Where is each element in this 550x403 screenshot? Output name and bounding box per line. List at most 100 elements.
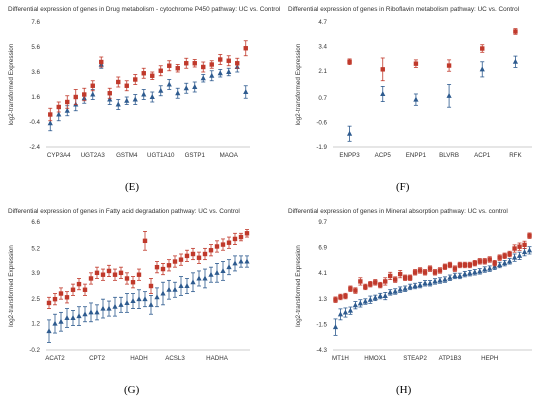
y-tick-label: 2.1 <box>318 68 327 75</box>
uc-point <box>507 251 512 257</box>
y-tick-label: 5.2 <box>31 245 40 252</box>
uc-point <box>148 283 154 289</box>
control-point <box>512 58 519 64</box>
uc-point <box>48 112 53 117</box>
x-tick-label: MAOA <box>220 152 239 159</box>
control-point <box>442 276 448 282</box>
uc-point <box>427 266 433 271</box>
uc-point <box>380 67 385 72</box>
uc-point <box>437 268 443 273</box>
uc-point <box>462 262 468 268</box>
uc-point <box>517 244 522 249</box>
uc-point <box>467 262 473 268</box>
control-point <box>479 66 485 72</box>
control-point <box>432 278 438 284</box>
control-point <box>392 288 398 294</box>
uc-point <box>487 257 492 262</box>
uc-point <box>160 266 166 272</box>
y-tick-label: 3.9 <box>31 270 40 277</box>
uc-point <box>124 276 130 281</box>
uc-point <box>513 29 518 34</box>
control-point <box>90 91 96 97</box>
control-point <box>377 293 383 299</box>
y-tick-label: -1.5 <box>316 321 327 328</box>
y-tick-label: 5.6 <box>31 44 40 51</box>
control-point <box>382 293 388 299</box>
y-tick-label: -0.2 <box>29 347 40 354</box>
uc-point <box>130 280 136 285</box>
control-point <box>192 84 198 89</box>
control-point <box>166 286 172 292</box>
control-point <box>172 286 178 292</box>
y-axis-label: log2-transformed Expression <box>8 43 15 125</box>
control-point <box>346 130 353 136</box>
uc-point <box>136 272 142 277</box>
uc-point <box>133 77 138 82</box>
chart-panel-3: Differential expression of genes in Mine… <box>288 208 533 362</box>
uc-point <box>90 83 95 88</box>
control-point <box>118 301 124 307</box>
uc-point <box>112 272 118 277</box>
uc-point <box>452 266 458 271</box>
uc-point <box>76 281 82 287</box>
control-point <box>136 296 142 302</box>
control-point <box>166 81 172 87</box>
uc-point <box>184 253 190 259</box>
control-point <box>100 305 106 311</box>
uc-point <box>238 234 244 240</box>
control-point <box>497 261 503 267</box>
y-tick-label: 9.7 <box>318 219 327 226</box>
control-point <box>160 290 166 296</box>
control-point <box>196 275 202 281</box>
chart-title: Differential expression of genes in Mine… <box>288 208 508 215</box>
control-point <box>56 111 62 117</box>
uc-point <box>82 92 87 97</box>
uc-point <box>65 99 70 105</box>
uc-point <box>73 94 78 100</box>
uc-point <box>480 46 485 51</box>
uc-point <box>502 253 507 259</box>
control-point <box>200 75 206 81</box>
uc-point <box>88 276 94 281</box>
control-point <box>347 307 354 313</box>
control-point <box>208 271 214 277</box>
control-point <box>457 272 463 278</box>
uc-point <box>522 242 527 248</box>
uc-point <box>353 288 358 293</box>
uc-point <box>482 259 487 264</box>
uc-point <box>392 277 398 282</box>
uc-point <box>232 236 238 242</box>
uc-point <box>158 68 163 73</box>
control-point <box>397 286 403 292</box>
control-point <box>452 272 458 278</box>
panel-label-e: (E) <box>125 181 140 193</box>
uc-point <box>184 61 189 66</box>
uc-point <box>142 238 148 244</box>
x-tick-label: HMOX1 <box>364 355 387 362</box>
y-tick-label: 1.6 <box>31 94 40 101</box>
control-point <box>402 285 408 291</box>
uc-point <box>388 273 393 279</box>
chart-title: Differential expression of genes in Drug… <box>8 6 280 13</box>
uc-point <box>343 293 348 299</box>
chart-panel-2: Differential expression of genes in Fatt… <box>8 208 250 362</box>
uc-point <box>333 297 338 302</box>
uc-point <box>348 286 353 291</box>
x-tick-label: MT1H <box>332 355 349 362</box>
control-point <box>427 280 433 286</box>
y-axis-label: log2-transformed Expression <box>295 245 302 327</box>
uc-point <box>196 255 202 260</box>
control-point <box>76 313 82 319</box>
x-tick-label: GSTP1 <box>185 152 206 159</box>
control-point <box>214 269 220 275</box>
uc-point <box>166 263 172 268</box>
control-point <box>387 289 393 295</box>
control-point <box>130 298 136 304</box>
x-tick-label: ATP1B3 <box>439 355 462 362</box>
uc-point <box>397 271 403 277</box>
control-point <box>232 260 238 266</box>
y-tick-label: 6.6 <box>31 219 40 226</box>
uc-point <box>154 264 160 270</box>
control-point <box>52 320 58 326</box>
uc-point <box>172 259 178 264</box>
